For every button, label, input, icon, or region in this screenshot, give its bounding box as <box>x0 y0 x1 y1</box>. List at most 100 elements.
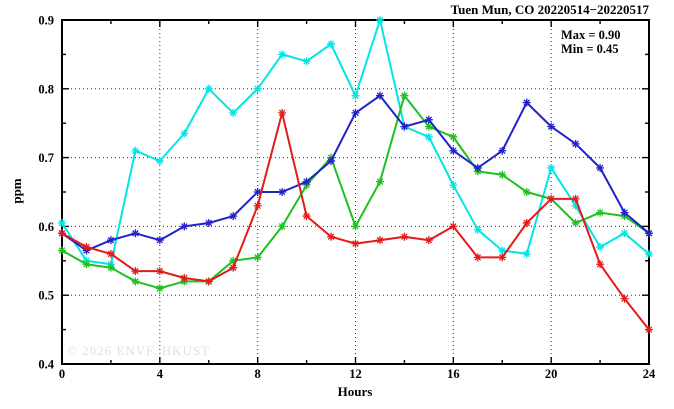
marker-asterisk <box>571 139 580 148</box>
marker-asterisk <box>498 246 507 255</box>
marker-asterisk <box>229 256 238 265</box>
marker-asterisk <box>424 115 433 124</box>
marker-asterisk <box>400 91 409 100</box>
marker-asterisk <box>620 229 629 238</box>
marker-asterisk <box>82 260 91 269</box>
marker-asterisk <box>351 108 360 117</box>
gridlines <box>63 21 648 363</box>
marker-asterisk <box>155 284 164 293</box>
marker-asterisk <box>424 122 433 131</box>
marker-asterisk <box>106 263 115 272</box>
chart-title: Tuen Mun, CO 20220514−20220517 <box>450 2 649 17</box>
x-axis-label: Hours <box>337 384 373 399</box>
marker-asterisk <box>229 263 238 272</box>
marker-asterisk <box>180 129 189 138</box>
marker-asterisk <box>180 274 189 282</box>
y-tick-label: 0.9 <box>38 14 54 28</box>
marker-asterisk <box>424 132 433 141</box>
marker-asterisk <box>180 222 189 231</box>
marker-asterisk <box>449 222 458 231</box>
marker-asterisk <box>547 122 556 131</box>
max-annotation: Max = 0.90 <box>561 28 621 42</box>
marker-asterisk <box>278 188 287 196</box>
y-tick-label: 0.4 <box>38 358 54 372</box>
watermark: © 2026 ENVF, HKUST <box>67 343 211 358</box>
marker-asterisk <box>522 249 531 258</box>
marker-asterisk <box>229 108 238 117</box>
marker-asterisk <box>449 146 458 155</box>
marker-asterisk <box>473 253 482 262</box>
marker-asterisk <box>131 229 140 238</box>
marker-asterisk <box>82 243 91 252</box>
marker-asterisk <box>302 57 311 66</box>
series-red-day-line <box>58 108 653 334</box>
marker-asterisk <box>278 50 287 59</box>
marker-asterisk <box>278 108 287 117</box>
y-tick-label: 0.7 <box>38 151 54 165</box>
marker-asterisk <box>155 157 164 166</box>
marker-asterisk <box>596 208 605 217</box>
marker-asterisk <box>424 236 433 245</box>
marker-asterisk <box>131 267 140 276</box>
marker-asterisk <box>547 194 556 203</box>
marker-asterisk <box>327 40 336 49</box>
marker-asterisk <box>327 232 336 241</box>
marker-asterisk <box>375 236 384 245</box>
marker-asterisk <box>155 267 164 276</box>
marker-asterisk <box>131 146 140 155</box>
marker-asterisk <box>58 246 66 255</box>
x-tick-label: 8 <box>255 367 261 381</box>
y-tick-labels: 0.4 0.5 0.6 0.7 0.8 0.9 <box>38 14 54 372</box>
marker-asterisk <box>473 225 482 234</box>
series-markers-red-day-line <box>58 108 653 334</box>
marker-asterisk <box>571 194 580 203</box>
marker-asterisk <box>278 222 287 231</box>
marker-asterisk <box>253 253 262 262</box>
marker-asterisk <box>58 218 66 227</box>
marker-asterisk <box>131 277 140 286</box>
marker-asterisk <box>498 146 507 155</box>
marker-asterisk <box>375 16 384 24</box>
marker-asterisk <box>106 249 115 258</box>
marker-asterisk <box>204 218 213 227</box>
y-tick-label: 0.5 <box>38 289 54 303</box>
marker-asterisk <box>229 212 238 221</box>
marker-asterisk <box>155 236 164 245</box>
marker-asterisk <box>253 201 262 210</box>
x-tick-label: 4 <box>157 367 164 381</box>
marker-asterisk <box>253 84 262 93</box>
marker-asterisk <box>596 243 605 252</box>
marker-asterisk <box>106 236 115 245</box>
y-tick-label: 0.8 <box>38 82 54 96</box>
marker-asterisk <box>204 277 213 286</box>
marker-asterisk <box>596 163 605 172</box>
series-line-green-day-line <box>61 94 650 290</box>
min-annotation: Min = 0.45 <box>561 42 619 56</box>
plot-border <box>61 19 650 365</box>
series-markers-blue-day-line <box>58 91 653 255</box>
marker-asterisk <box>596 260 605 269</box>
axis-ticks <box>62 20 649 364</box>
y-axis-label: ppm <box>9 178 24 204</box>
marker-asterisk <box>645 229 653 238</box>
x-tick-label: 12 <box>349 367 362 381</box>
x-tick-label: 16 <box>447 367 460 381</box>
marker-asterisk <box>351 222 360 231</box>
marker-asterisk <box>375 177 384 186</box>
marker-asterisk <box>302 212 311 221</box>
marker-asterisk <box>473 163 482 172</box>
x-tick-label: 24 <box>643 367 656 381</box>
marker-asterisk <box>204 84 213 93</box>
marker-asterisk <box>571 218 580 227</box>
marker-asterisk <box>449 132 458 141</box>
marker-asterisk <box>327 157 336 166</box>
marker-asterisk <box>571 201 580 210</box>
marker-asterisk <box>522 188 531 196</box>
marker-asterisk <box>58 229 66 238</box>
marker-asterisk <box>498 170 507 179</box>
marker-asterisk <box>253 188 262 196</box>
marker-asterisk <box>498 253 507 262</box>
marker-asterisk <box>302 177 311 186</box>
